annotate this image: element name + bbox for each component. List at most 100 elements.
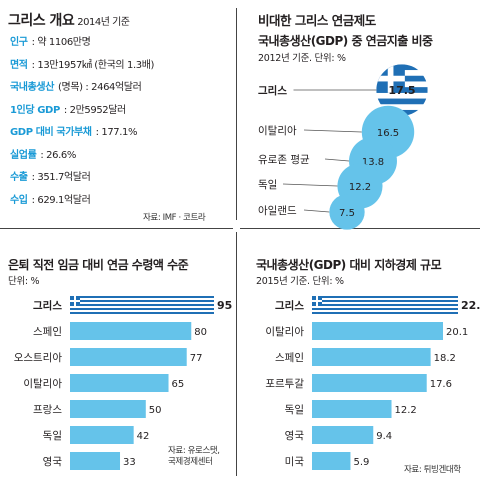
fact-value: : 약 1106만명	[31, 37, 91, 48]
bar	[312, 374, 427, 392]
bar-category-label: 독일	[285, 403, 304, 416]
fact-value: : 177.1%	[95, 127, 138, 138]
replacement-bar-chart: 그리스 95 스페인 80 오스트리아 77 이탈리아 65 프랑스 50 독일 42 영국 33	[14, 296, 232, 470]
bar-greece	[70, 296, 214, 314]
fact-value: : 351.7억달러	[31, 172, 91, 183]
fact-key: 1인당 GDP	[10, 104, 60, 116]
bubble-category-label: 그리스	[258, 84, 287, 97]
bar-category-label: 스페인	[275, 352, 304, 364]
bar-value-label: 22.4	[461, 299, 480, 312]
bar	[70, 452, 121, 470]
facts-source: 자료: IMF · 코트라	[143, 213, 206, 223]
bar-category-label: 이탈리아	[265, 325, 304, 338]
bar	[312, 452, 351, 470]
divider-horizontal-right	[240, 228, 480, 229]
fact-row: 실업률: 26.6%	[10, 146, 76, 161]
bar	[70, 374, 169, 392]
bar-category-label: 그리스	[33, 299, 62, 312]
bar-value-label: 18.2	[434, 353, 456, 364]
bar-value-label: 77	[190, 353, 203, 364]
bar	[312, 426, 374, 444]
bar-category-label: 영국	[43, 456, 63, 468]
bubble-guide-line	[324, 158, 350, 162]
bar	[312, 348, 431, 366]
bubble-category-label: 아일랜드	[258, 204, 297, 217]
replacement-source-line2: 국제경제센터	[168, 457, 213, 467]
bubble	[329, 194, 365, 230]
bar-category-label: 그리스	[275, 299, 304, 312]
bar-value-label: 50	[149, 405, 162, 416]
facts-title: 그리스 개요 2014년 기준	[8, 10, 130, 30]
replacement-chart-unit: 단위: %	[8, 276, 40, 287]
fact-key: 수입	[10, 194, 28, 206]
shadow-chart-title: 국내총생산(GDP) 대비 지하경제 규모	[256, 258, 442, 272]
fact-key: GDP 대비 국가부채	[10, 127, 92, 138]
fact-row: GDP 대비 국가부채: 177.1%	[10, 123, 137, 138]
shadow-source: 자료: 튀빙겐대학	[404, 465, 461, 475]
shadow-chart-unit: 2015년 기준. 단위: %	[256, 276, 344, 287]
bar	[70, 426, 134, 444]
bubble-guide-line	[303, 129, 362, 133]
fact-row: 수입: 629.1억달러	[10, 191, 91, 206]
bar-value-label: 17.6	[430, 379, 452, 390]
bar-category-label: 독일	[43, 429, 62, 442]
bar-greece	[312, 296, 458, 314]
bubble-value-label: 16.5	[377, 128, 399, 139]
bubble-value-label: 7.5	[339, 208, 355, 219]
bar-category-label: 포르투갈	[265, 377, 304, 390]
pension-chart-unit: 2012년 기준. 단위: %	[258, 53, 346, 64]
bar-value-label: 20.1	[446, 327, 468, 338]
fact-value: : 13만1957㎢ (한국의 1.3배)	[31, 59, 155, 71]
bubble-value-label: 13.8	[362, 157, 384, 168]
bar-category-label: 프랑스	[33, 404, 62, 416]
pension-chart-title: 국내총생산(GDP) 중 연금지출 비중	[258, 34, 433, 48]
bar-value-label: 9.4	[376, 431, 392, 442]
bar-value-label: 42	[137, 431, 150, 442]
greece-flag-icon	[312, 296, 458, 314]
bar-category-label: 영국	[285, 430, 305, 442]
fact-row: 인구: 약 1106만명	[10, 33, 91, 48]
fact-row: 1인당 GDP: 2만5952달러	[10, 101, 126, 116]
fact-key: 면적	[10, 59, 28, 71]
bar	[70, 348, 187, 366]
bar-value-label: 95	[217, 299, 232, 312]
bar-category-label: 이탈리아	[23, 377, 62, 390]
bar-category-label: 오스트리아	[14, 352, 63, 364]
fact-row: 수출: 351.7억달러	[10, 168, 91, 183]
bubble-category-label: 유로존 평균	[258, 154, 310, 166]
fact-value: : 26.6%	[40, 149, 76, 161]
replacement-chart-title: 은퇴 직전 임금 대비 연금 수령액 수준	[8, 258, 189, 272]
greece-flag-icon	[70, 296, 214, 314]
bubble-value-label: 12.2	[349, 182, 371, 193]
fact-key: 국내총생산	[10, 82, 55, 93]
pension-bubble-chart: 그리스 17.5 이탈리아 16.5 유로존 평균 13.8 독일 12.2 아일랜드 7.5	[258, 64, 428, 230]
bubble-value-label: 17.5	[388, 84, 415, 97]
replacement-source: 자료: 유로스탯, 국제경제센터	[168, 446, 220, 468]
bar-value-label: 5.9	[353, 457, 369, 468]
bar-category-label: 미국	[285, 456, 305, 468]
divider-vertical-top	[236, 8, 237, 220]
bubble-guide-line	[282, 183, 338, 187]
bar-category-label: 스페인	[33, 326, 62, 338]
pension-panel-title: 비대한 그리스 연금제도	[258, 13, 376, 28]
fact-value: : 2만5952달러	[63, 104, 126, 116]
bubble-greece	[376, 64, 428, 116]
bubble-category-label: 이탈리아	[258, 124, 297, 137]
greece-flag-icon	[376, 64, 428, 116]
divider-vertical-bottom	[236, 232, 237, 476]
bar	[312, 400, 392, 418]
bar-value-label: 65	[172, 379, 185, 390]
bar	[312, 322, 444, 340]
bubble-guide-line	[303, 209, 330, 213]
fact-key: 수출	[10, 172, 28, 183]
bar	[70, 400, 146, 418]
divider-horizontal-left	[0, 228, 233, 229]
bar-value-label: 80	[194, 327, 207, 338]
bar	[70, 322, 192, 340]
bubble-category-label: 독일	[258, 178, 277, 191]
fact-value: (명목) : 2464억달러	[58, 82, 142, 93]
facts-title-main: 그리스 개요	[8, 13, 75, 29]
fact-row: 면적: 13만1957㎢ (한국의 1.3배)	[10, 56, 154, 71]
fact-value: : 629.1억달러	[31, 194, 91, 206]
bar-value-label: 33	[123, 457, 136, 468]
